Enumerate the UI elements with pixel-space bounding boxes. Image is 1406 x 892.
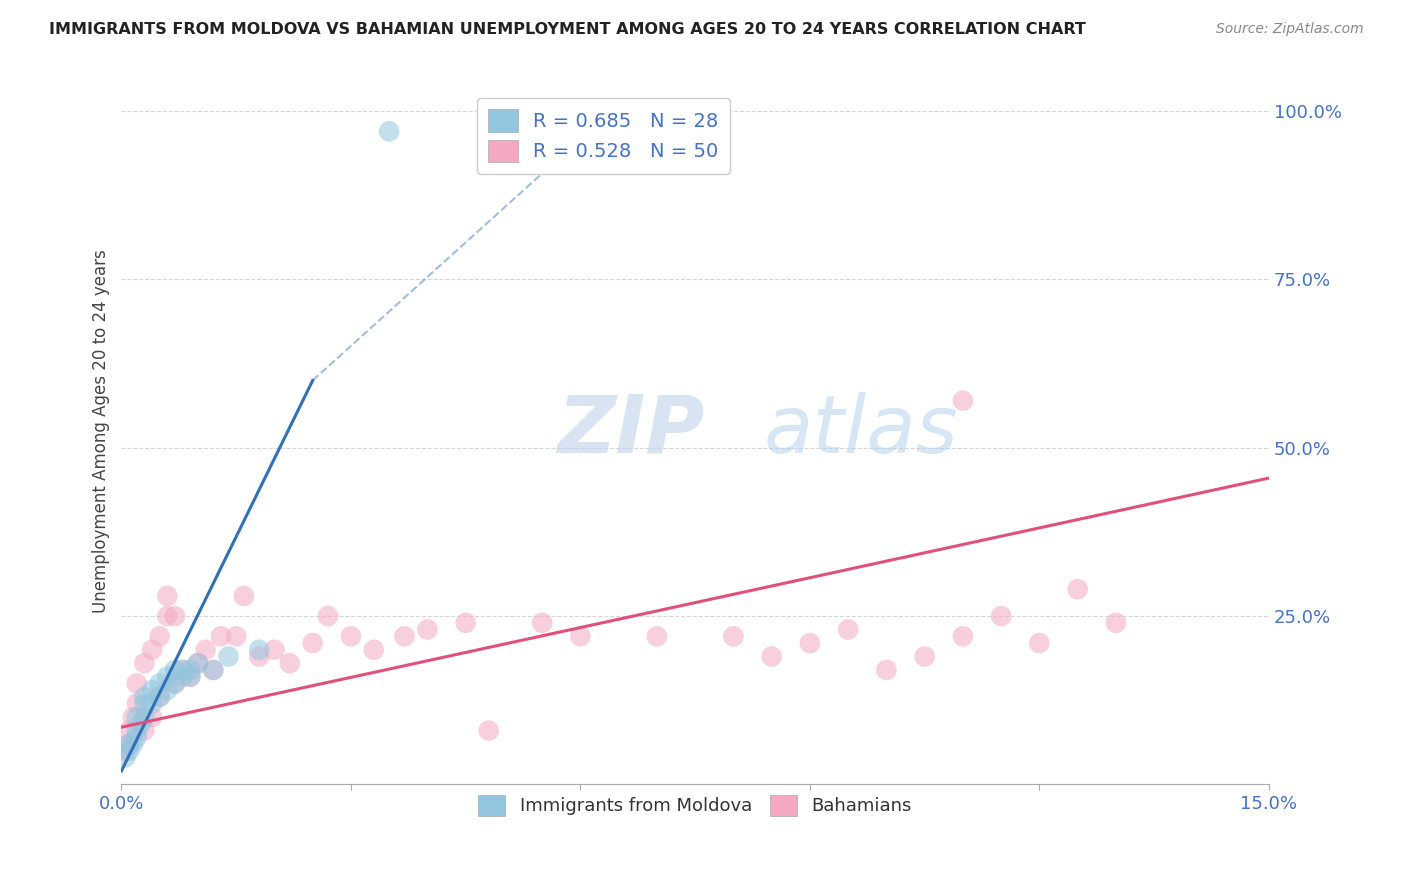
Point xyxy=(141,710,163,724)
Point xyxy=(179,663,201,677)
Point xyxy=(187,657,209,671)
Point xyxy=(134,710,156,724)
Point xyxy=(1028,636,1050,650)
Point xyxy=(454,615,477,630)
Point xyxy=(156,609,179,624)
Point xyxy=(187,657,209,671)
Point xyxy=(172,663,194,677)
Text: atlas: atlas xyxy=(763,392,959,470)
Point xyxy=(394,629,416,643)
Point xyxy=(202,663,225,677)
Point xyxy=(645,629,668,643)
Point xyxy=(569,629,592,643)
Point xyxy=(134,690,156,704)
Point xyxy=(952,393,974,408)
Point xyxy=(163,663,186,677)
Text: ZIP: ZIP xyxy=(558,392,704,470)
Point xyxy=(118,723,141,738)
Point xyxy=(1066,582,1088,596)
Point xyxy=(122,737,145,751)
Point xyxy=(114,744,136,758)
Point xyxy=(837,623,859,637)
Point xyxy=(125,697,148,711)
Point xyxy=(247,649,270,664)
Point xyxy=(990,609,1012,624)
Point xyxy=(125,710,148,724)
Point xyxy=(156,683,179,698)
Point xyxy=(134,723,156,738)
Point xyxy=(378,124,401,138)
Point xyxy=(141,683,163,698)
Point xyxy=(163,676,186,690)
Point xyxy=(141,642,163,657)
Text: IMMIGRANTS FROM MOLDOVA VS BAHAMIAN UNEMPLOYMENT AMONG AGES 20 TO 24 YEARS CORRE: IMMIGRANTS FROM MOLDOVA VS BAHAMIAN UNEM… xyxy=(49,22,1085,37)
Point xyxy=(129,716,152,731)
Point xyxy=(316,609,339,624)
Point xyxy=(125,731,148,745)
Point xyxy=(799,636,821,650)
Point xyxy=(122,710,145,724)
Point xyxy=(134,657,156,671)
Point xyxy=(340,629,363,643)
Point xyxy=(202,663,225,677)
Point xyxy=(914,649,936,664)
Point xyxy=(114,750,136,764)
Point xyxy=(163,676,186,690)
Point xyxy=(225,629,247,643)
Point xyxy=(723,629,745,643)
Point xyxy=(218,649,240,664)
Point xyxy=(179,670,201,684)
Point xyxy=(247,642,270,657)
Point xyxy=(172,670,194,684)
Point xyxy=(118,737,141,751)
Point xyxy=(531,615,554,630)
Point xyxy=(125,723,148,738)
Point xyxy=(149,690,172,704)
Point xyxy=(363,642,385,657)
Point xyxy=(156,670,179,684)
Point xyxy=(134,697,156,711)
Point xyxy=(163,609,186,624)
Point xyxy=(149,676,172,690)
Legend: Immigrants from Moldova, Bahamians: Immigrants from Moldova, Bahamians xyxy=(470,786,921,825)
Point xyxy=(952,629,974,643)
Point xyxy=(194,642,217,657)
Point xyxy=(118,744,141,758)
Point xyxy=(141,697,163,711)
Point xyxy=(416,623,439,637)
Point xyxy=(875,663,897,677)
Point xyxy=(156,589,179,603)
Point xyxy=(232,589,254,603)
Point xyxy=(149,629,172,643)
Point xyxy=(149,690,172,704)
Y-axis label: Unemployment Among Ages 20 to 24 years: Unemployment Among Ages 20 to 24 years xyxy=(93,249,110,613)
Point xyxy=(301,636,323,650)
Point xyxy=(278,657,301,671)
Point xyxy=(761,649,783,664)
Point xyxy=(172,663,194,677)
Point xyxy=(118,737,141,751)
Point xyxy=(263,642,285,657)
Text: Source: ZipAtlas.com: Source: ZipAtlas.com xyxy=(1216,22,1364,37)
Point xyxy=(478,723,501,738)
Point xyxy=(125,676,148,690)
Point xyxy=(209,629,232,643)
Point xyxy=(1105,615,1128,630)
Point xyxy=(179,670,201,684)
